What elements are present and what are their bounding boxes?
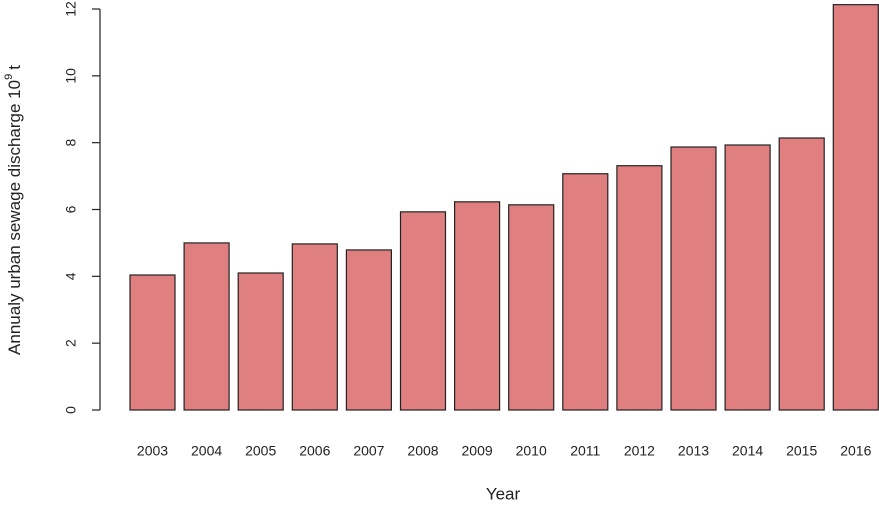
x-tick-label: 2008: [407, 443, 438, 459]
bar: [237, 272, 284, 411]
y-axis-title: Annualy urban sewage discharge 109 t: [3, 65, 25, 355]
y-tick-label: 0: [63, 406, 79, 414]
bar: [670, 146, 717, 411]
y-tick-label: 10: [63, 68, 79, 84]
x-tick-label: 2015: [786, 443, 817, 459]
bar: [562, 173, 609, 411]
bar: [616, 165, 663, 411]
bar: [832, 4, 879, 411]
y-tick-label: 12: [63, 1, 79, 17]
x-tick-label: 2014: [732, 443, 763, 459]
y-tick-label: 4: [63, 272, 79, 280]
x-tick-label: 2003: [137, 443, 168, 459]
bar: [724, 144, 771, 411]
x-tick-label: 2016: [840, 443, 871, 459]
y-tick-label: 8: [63, 139, 79, 147]
x-tick-label: 2012: [624, 443, 655, 459]
bar: [454, 201, 501, 411]
bar: [345, 249, 392, 411]
y-tick-label: 2: [63, 339, 79, 347]
y-axis-title-exponent: 9: [3, 74, 15, 80]
y-axis-title-unit: t: [5, 65, 24, 70]
x-tick-label: 2013: [678, 443, 709, 459]
bar: [508, 204, 555, 411]
bar: [399, 211, 447, 411]
bar: [291, 243, 338, 411]
x-tick-label: 2005: [245, 443, 276, 459]
x-axis-title: Year: [486, 484, 521, 503]
bar: [129, 274, 176, 411]
y-tick-label: 6: [63, 205, 79, 213]
x-tick-label: 2009: [462, 443, 493, 459]
y-axis-title-text: Annualy urban sewage discharge 10: [5, 80, 24, 355]
bar: [778, 137, 825, 411]
x-tick-label: 2006: [299, 443, 330, 459]
x-tick-label: 2007: [353, 443, 384, 459]
x-tick-label: 2010: [516, 443, 547, 459]
x-tick-label: 2004: [191, 443, 222, 459]
x-tick-label: 2011: [570, 443, 600, 459]
bar: [183, 242, 230, 411]
